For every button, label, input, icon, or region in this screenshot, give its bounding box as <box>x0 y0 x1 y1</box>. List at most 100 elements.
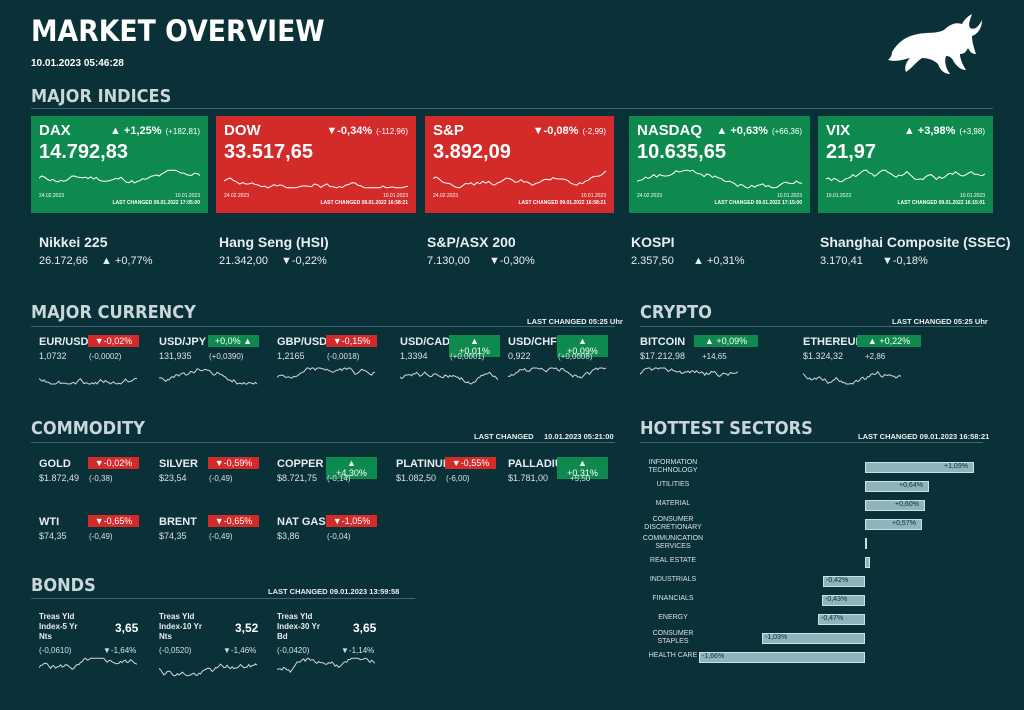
commodity-badge[interactable]: ▲ +4,30% <box>326 457 377 479</box>
sector-value: +0,57% <box>892 520 916 527</box>
sub-index-name: Hang Seng (HSI) <box>219 234 329 250</box>
bond-change-abs: (-0,0610) <box>39 646 72 655</box>
currency-change: (-0,0002) <box>89 352 122 361</box>
commodity-badge[interactable]: ▼-1,05% <box>326 515 377 527</box>
bond-value: 3,65 <box>115 621 139 635</box>
index-date-start: 10.01.2023 <box>826 193 852 199</box>
sub-index-name: Nikkei 225 <box>39 234 108 250</box>
sector-label-line1: CONSUMER <box>652 516 694 523</box>
sector-label-line1: CONSUMER <box>652 630 694 637</box>
bond-change-pct: ▼-1,14% <box>341 646 375 655</box>
index-sparkline <box>637 169 802 189</box>
index-last-changed: LAST CHANGED 09.01.2022 17:05:00 <box>112 200 200 206</box>
commodity-change: (-0,49) <box>89 532 113 541</box>
currency-badge[interactable]: ▼-0,02% <box>88 335 139 347</box>
last-changed-time: 10.01.2023 05:21:00 <box>544 432 614 441</box>
crypto-name: ETHEREUM <box>803 336 865 348</box>
currency-sparkline <box>508 367 606 379</box>
currency-name: USD/CHF <box>508 336 557 348</box>
sector-label: INFORMATION TECHNOLOGY <box>628 459 718 475</box>
currency-badge[interactable]: ▲ +0,01% <box>449 335 500 357</box>
sector-label: ENERGY <box>628 614 718 622</box>
crypto-sparkline <box>640 367 738 377</box>
crypto-badge[interactable]: ▲ +0,09% <box>694 335 758 347</box>
index-card[interactable]: DAX ▲ +1,25% (+182,81) 14.792,83 24.02.2023 1… <box>31 116 208 213</box>
bond-value: 3,65 <box>353 621 377 635</box>
index-card[interactable]: NASDAQ ▲ +0,63% (+66,36) 10.635,65 24.02.202… <box>629 116 810 213</box>
bond-name-line2: Index-10 Yr <box>159 622 202 631</box>
commodity-name: WTI <box>39 516 60 528</box>
bond-change-pct: ▼-1,64% <box>103 646 137 655</box>
sector-value: -0,43% <box>825 596 848 603</box>
sector-label: REAL ESTATE <box>628 557 718 565</box>
sector-label-line1: COMMUNICATION <box>642 535 704 542</box>
index-card[interactable]: S&P ▼-0,08% (-2,99) 3.892,09 24.02.2023 10.01… <box>425 116 614 213</box>
commodity-name: SILVER <box>159 458 198 470</box>
commodity-badge[interactable]: ▼-0,65% <box>208 515 259 527</box>
index-name: S&P <box>433 122 464 139</box>
currency-name: EUR/USD <box>39 336 89 348</box>
index-card[interactable]: VIX ▲ +3,98% (+3,98) 21,97 10.01.2023 10.01.2… <box>818 116 993 213</box>
index-name: VIX <box>826 122 851 139</box>
bond-sparkline <box>277 657 375 674</box>
last-changed: LAST CHANGED 05:25 Uhr <box>527 317 623 326</box>
sector-value: +0,00% <box>837 539 861 546</box>
sector-value: -1,66% <box>702 653 725 660</box>
commodity-badge[interactable]: ▼-0,65% <box>88 515 139 527</box>
commodity-name: GOLD <box>39 458 71 470</box>
index-sparkline <box>39 169 200 184</box>
divider <box>640 442 983 443</box>
crypto-sparkline <box>803 370 901 385</box>
sub-index-change: ▲ +0,31% <box>693 255 745 267</box>
index-date-end: 10.01.2023 <box>776 193 802 199</box>
bond-sparkline <box>39 657 137 670</box>
index-last-changed: LAST CHANGED 09.01.2022 16:58:21 <box>518 200 606 206</box>
index-last-changed: LAST CHANGED 09.01.2022 17:15:00 <box>714 200 802 206</box>
currency-badge[interactable]: ▼-0,15% <box>326 335 377 347</box>
commodity-value: $1.781,00 <box>508 473 549 483</box>
currency-value: 0,922 <box>508 351 531 361</box>
currency-change: (+0,0390) <box>209 352 244 361</box>
sub-index-change: ▲ +0,77% <box>101 255 153 267</box>
sector-label-line1: INDUSTRIALS <box>649 576 697 583</box>
bond-name-line3: Nts <box>159 632 172 641</box>
commodity-change: (-0,14) <box>327 474 351 483</box>
bond-change-abs: (-0,0520) <box>159 646 192 655</box>
currency-change: (+0,0001) <box>450 352 485 361</box>
index-value: 3.892,09 <box>433 141 511 163</box>
currency-badge[interactable]: +0,0% ▲ <box>208 335 259 347</box>
index-last-changed: LAST CHANGED 09.01.2022 16:58:21 <box>320 200 408 206</box>
sub-index-value: 7.130,00 <box>427 255 470 267</box>
crypto-name: BITCOIN <box>640 336 686 348</box>
bond-change-abs: (-0,0420) <box>277 646 310 655</box>
sector-value: +0,60% <box>895 501 919 508</box>
currency-value: 1,0732 <box>39 351 67 361</box>
index-date-start: 24.02.2023 <box>39 193 65 199</box>
bond-name-line2: Index-5 Yr <box>39 622 78 631</box>
currency-badge[interactable]: ▲ +0,09% <box>557 335 608 357</box>
sector-value: +0,64% <box>899 482 923 489</box>
commodity-name: PLATINUM <box>396 458 453 470</box>
divider <box>31 442 615 443</box>
sub-index-value: 2.357,50 <box>631 255 674 267</box>
commodity-badge[interactable]: ▼-0,02% <box>88 457 139 469</box>
commodity-change: (-0,04) <box>327 532 351 541</box>
commodity-badge[interactable]: ▼-0,55% <box>445 457 496 469</box>
sector-value: +0,05% <box>840 558 864 565</box>
sector-label: COMMUNICATION SERVICES <box>628 535 718 551</box>
index-change: ▲ +0,63% <box>716 124 768 137</box>
commodity-badge[interactable]: ▼-0,59% <box>208 457 259 469</box>
currency-value: 131,935 <box>159 351 192 361</box>
index-card[interactable]: DOW ▼-0,34% (-112,96) 33.517,65 24.02.2023 10… <box>216 116 416 213</box>
bond-value: 3,52 <box>235 621 259 635</box>
bond-name-line1: Treas Yld <box>39 612 75 621</box>
sector-value: -1,03% <box>765 634 788 641</box>
sector-label-line1: REAL ESTATE <box>649 557 697 564</box>
crypto-badge[interactable]: ▲ +0,22% <box>857 335 921 347</box>
sector-bar <box>865 481 929 492</box>
sub-index-name: S&P/ASX 200 <box>427 234 516 250</box>
sector-bar <box>865 557 870 568</box>
index-name: DAX <box>39 122 71 139</box>
commodity-badge[interactable]: ▲ +0,31% <box>557 457 608 479</box>
index-date-start: 24.02.2023 <box>433 193 459 199</box>
